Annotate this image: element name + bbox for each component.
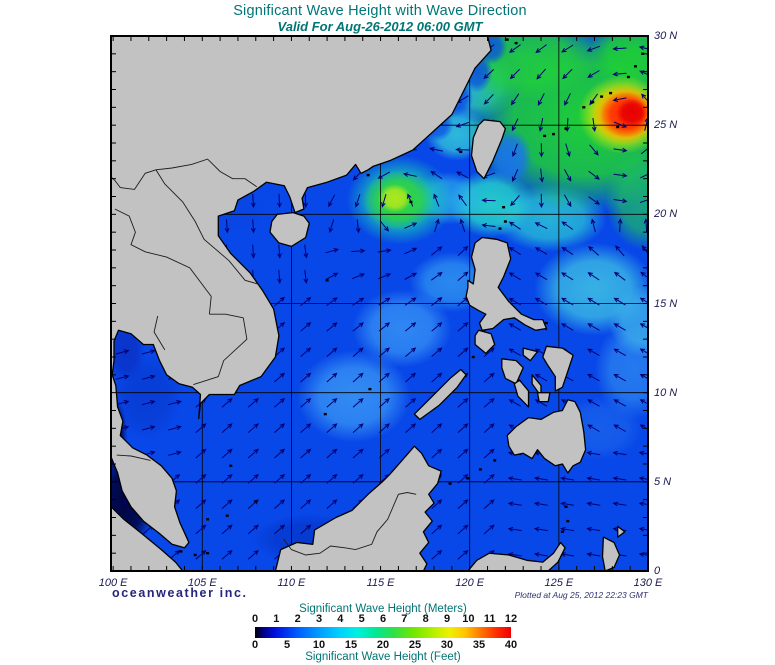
meters-scale-tick: 3 [315, 613, 323, 625]
longitude-label: 110 E [277, 577, 306, 589]
coastline [522, 347, 539, 362]
coastline [269, 211, 310, 248]
coastline [470, 119, 507, 180]
longitude-label: 130 E [633, 577, 663, 589]
coastline [601, 536, 621, 570]
coastline [465, 236, 548, 331]
feet-scale-tick: 15 [344, 639, 358, 651]
oceanweather-branding: oceanweather inc. [112, 586, 248, 600]
colorbar [255, 627, 511, 638]
latitude-label: 20 N [654, 208, 678, 221]
wave-height-region [377, 184, 412, 213]
wave-height-region [605, 150, 647, 250]
coastline [506, 399, 587, 474]
feet-scale-tick: 30 [440, 639, 454, 651]
latitude-label: 15 N [654, 297, 678, 310]
wave-height-region [616, 98, 647, 127]
latitude-label: 0 [654, 565, 661, 577]
latitude-label: 25 N [654, 119, 678, 132]
longitude-label: 100 E [98, 577, 128, 589]
latitude-label: 30 N [654, 30, 678, 42]
feet-scale-tick: 10 [312, 639, 326, 651]
feet-scale-tick: 0 [251, 639, 259, 651]
feet-scale-tick: 5 [283, 639, 291, 651]
coastline [112, 506, 183, 570]
small-islands [179, 38, 645, 557]
plotted-at-timestamp: Plotted at Aug 25, 2012 22:23 GMT [514, 590, 648, 600]
wave-height-region [113, 353, 181, 440]
coastline [536, 392, 551, 403]
meters-scale-tick: 12 [504, 613, 518, 625]
country-borders [112, 158, 417, 556]
longitude-label: 125 E [544, 577, 574, 589]
coastline [413, 368, 467, 421]
valid-time-subtitle: Valid For Aug-26-2012 06:00 GMT [277, 19, 483, 34]
coastline [467, 541, 566, 570]
feet-scale-tick: 25 [408, 639, 422, 651]
feet-scale-tick: 20 [376, 639, 390, 651]
feet-scale-tick: 40 [504, 639, 518, 651]
coastline [112, 37, 492, 549]
meters-scale-tick: 2 [294, 613, 301, 625]
meters-scale-tick: 11 [483, 613, 496, 625]
legend-title-meters: Significant Wave Height (Meters) [299, 603, 467, 615]
meters-scale-tick: 1 [273, 613, 280, 625]
longitude-label: 120 E [455, 577, 485, 589]
meters-scale-tick: 8 [422, 613, 429, 625]
degree-tick-marks [111, 35, 649, 572]
wave-height-region [352, 289, 452, 368]
meters-scale-tick: 10 [462, 613, 475, 625]
longitude-label: 115 E [366, 577, 395, 589]
meters-scale-tick: 9 [443, 613, 451, 625]
wave-height-region [296, 349, 411, 443]
coastline [542, 345, 574, 392]
coastline [513, 379, 530, 408]
coastline [274, 445, 442, 570]
latitude-label: 5 N [654, 475, 672, 488]
page-title: Significant Wave Height with Wave Direct… [233, 3, 527, 19]
latitude-label: 10 N [654, 386, 678, 399]
meters-scale-tick: 0 [251, 613, 259, 625]
meters-scale-tick: 4 [337, 613, 344, 625]
coastline [474, 329, 496, 355]
coastline [617, 525, 626, 538]
longitude-label: 105 E [187, 577, 217, 589]
feet-scale-tick: 35 [472, 639, 486, 651]
meters-scale-tick: 6 [379, 613, 387, 625]
landmass [112, 37, 626, 570]
legend-title-feet: Significant Wave Height (Feet) [305, 651, 461, 663]
meters-scale-tick: 7 [401, 613, 408, 625]
meters-scale-tick: 5 [358, 613, 365, 625]
